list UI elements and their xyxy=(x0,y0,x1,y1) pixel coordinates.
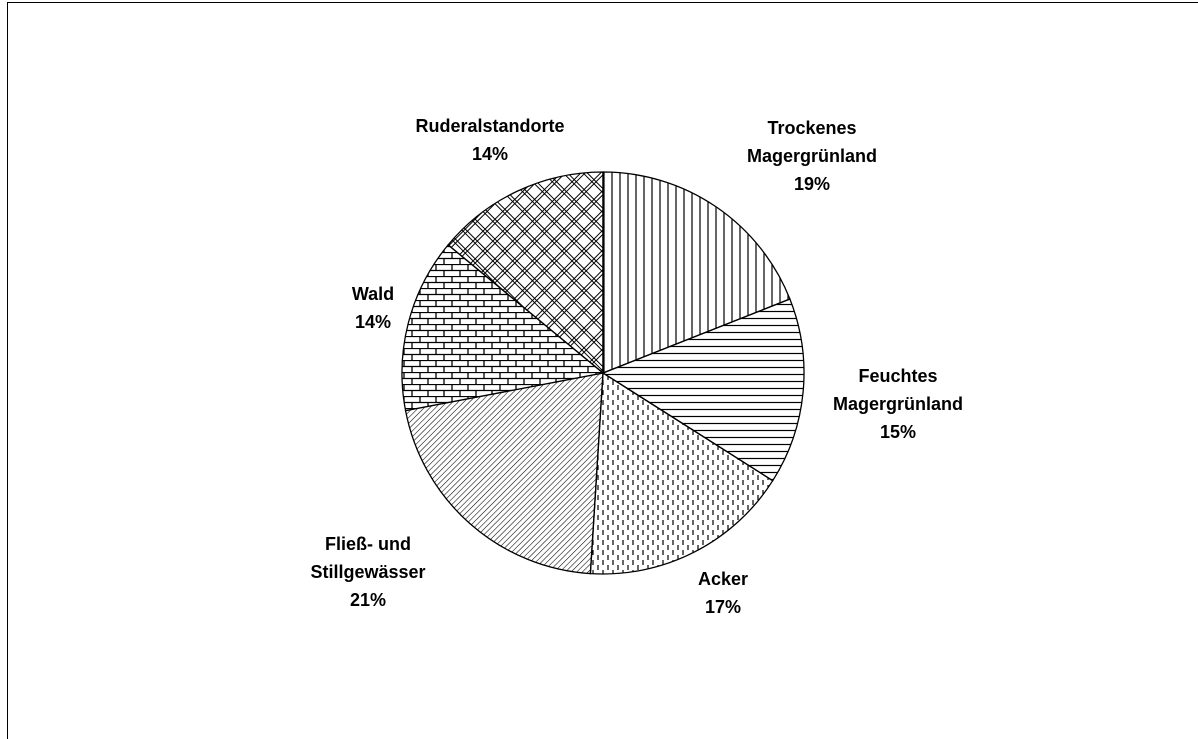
slice-label: Acker 17% xyxy=(663,565,783,621)
slice-label: Feuchtes Magergrünland 15% xyxy=(808,362,988,446)
slice-label: Ruderalstandorte 14% xyxy=(380,112,600,168)
value-label: 15% xyxy=(879,422,917,442)
pie-slice xyxy=(404,372,604,575)
category-label: Feuchtes Magergrünland xyxy=(832,366,963,414)
slice-label: Wald 14% xyxy=(333,280,413,336)
value-label: 21% xyxy=(349,590,387,610)
category-label: Trockenes Magergrünland xyxy=(746,118,877,166)
value-label: 17% xyxy=(704,597,742,617)
pie-slice xyxy=(589,371,774,575)
value-label: 14% xyxy=(354,312,392,332)
slice-label: Fließ- und Stillgewässer 21% xyxy=(293,530,443,614)
value-label: 19% xyxy=(793,174,831,194)
category-label: Wald xyxy=(351,284,395,304)
slice-label: Trockenes Magergrünland 19% xyxy=(727,114,897,198)
category-label: Ruderalstandorte xyxy=(415,116,565,136)
category-label: Fließ- und Stillgewässer xyxy=(310,534,426,582)
category-label: Acker xyxy=(697,569,749,589)
chart-frame xyxy=(7,2,1198,739)
pie-slice xyxy=(447,171,604,375)
pie-slice xyxy=(601,298,805,482)
pie-slice xyxy=(401,243,605,412)
value-label: 14% xyxy=(471,144,509,164)
pie-slice xyxy=(602,171,791,374)
